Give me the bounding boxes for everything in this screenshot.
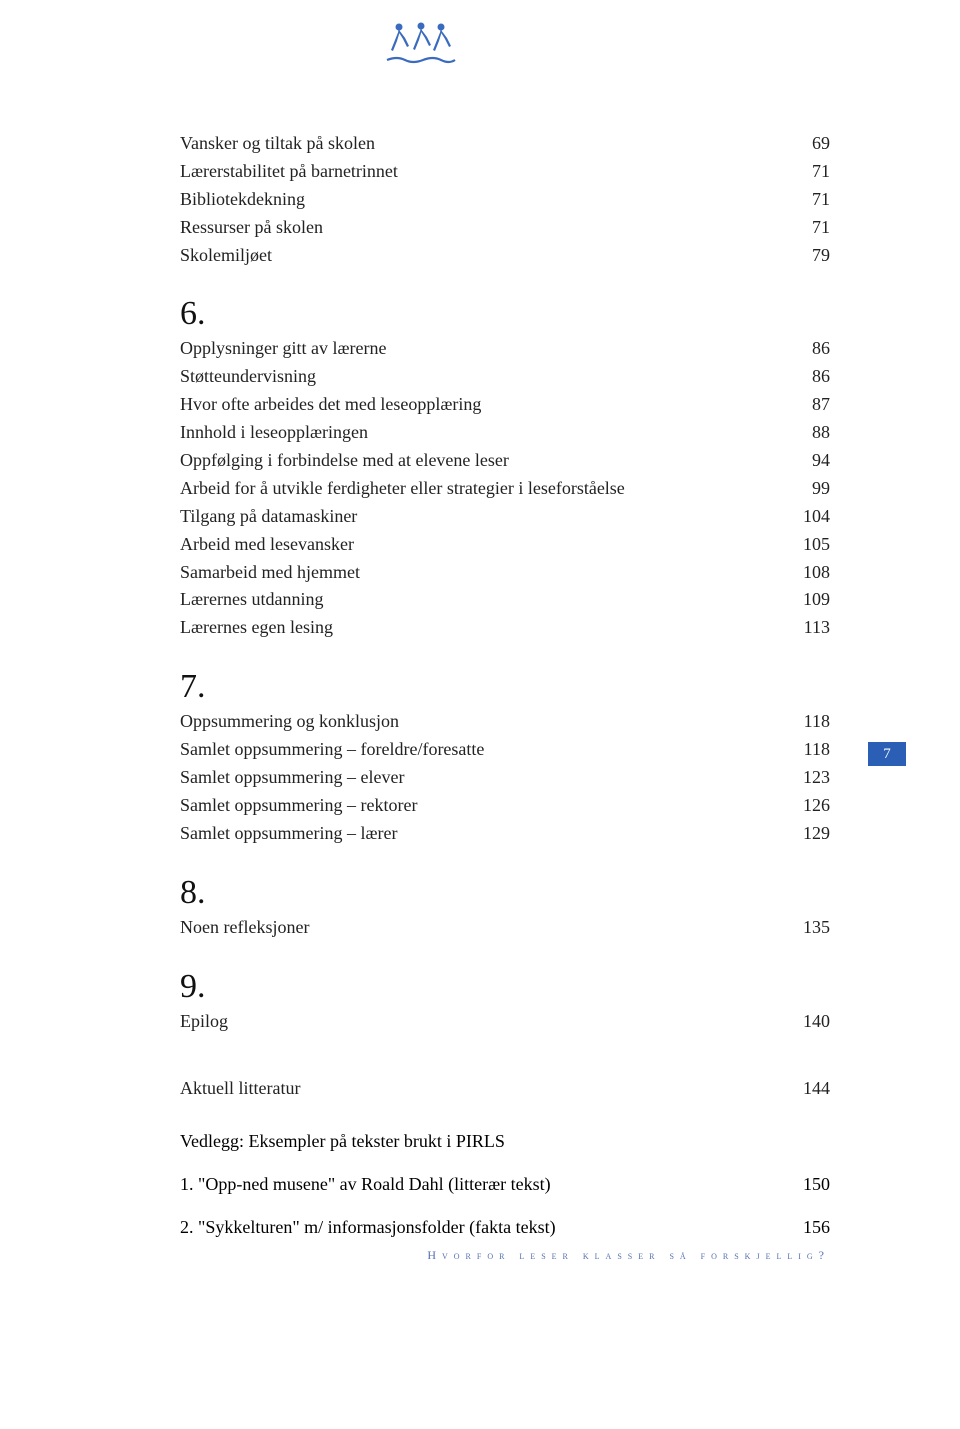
toc-page: 79 xyxy=(780,242,830,270)
toc-page: 104 xyxy=(780,503,830,531)
toc-row: Noen refleksjoner135 xyxy=(180,914,830,942)
appendix-row: 2. "Sykkelturen" m/ informasjonsfolder (… xyxy=(180,1217,830,1238)
toc-page: 140 xyxy=(780,1008,830,1036)
toc-row: Ressurser på skolen71 xyxy=(180,214,830,242)
toc-label: Samlet oppsummering – foreldre/foresatte xyxy=(180,736,780,764)
toc-row: Samarbeid med hjemmet108 xyxy=(180,559,830,587)
toc-page: 108 xyxy=(780,559,830,587)
toc-label: Oppfølging i forbindelse med at elevene … xyxy=(180,447,780,475)
appendix-label: 1. "Opp-ned musene" av Roald Dahl (litte… xyxy=(180,1174,551,1195)
toc-row: Bibliotekdekning71 xyxy=(180,186,830,214)
toc-row: Vansker og tiltak på skolen69 xyxy=(180,130,830,158)
toc-row: Lærernes egen lesing113 xyxy=(180,614,830,642)
toc-page: 86 xyxy=(780,363,830,391)
appendix-row: 1. "Opp-ned musene" av Roald Dahl (litte… xyxy=(180,1174,830,1195)
toc-page: 105 xyxy=(780,531,830,559)
toc-row: Lærerstabilitet på barnetrinnet71 xyxy=(180,158,830,186)
toc-row: Arbeid for å utvikle ferdigheter eller s… xyxy=(180,475,830,503)
page-number-badge: 7 xyxy=(868,742,906,766)
toc-label: Arbeid for å utvikle ferdigheter eller s… xyxy=(180,475,780,503)
toc-row: Oppsummering og konklusjon118 xyxy=(180,708,830,736)
logo-svg xyxy=(385,18,457,66)
toc-page: 71 xyxy=(780,158,830,186)
toc-page: 126 xyxy=(780,792,830,820)
toc-label: Opplysninger gitt av lærerne xyxy=(180,335,780,363)
toc-page: 87 xyxy=(780,391,830,419)
appendix-heading: Vedlegg: Eksempler på tekster brukt i PI… xyxy=(180,1131,830,1152)
toc-page: 129 xyxy=(780,820,830,848)
toc-page: 88 xyxy=(780,419,830,447)
toc-label: Innhold i leseopplæringen xyxy=(180,419,780,447)
section-9-heading: 9. xyxy=(180,968,830,1006)
toc-row: Samlet oppsummering – lærer129 xyxy=(180,820,830,848)
spacer xyxy=(180,1055,830,1075)
toc-label: Tilgang på datamaskiner xyxy=(180,503,780,531)
toc-row-litteratur: Aktuell litteratur 144 xyxy=(180,1075,830,1103)
toc-page: 69 xyxy=(780,130,830,158)
toc-label: Aktuell litteratur xyxy=(180,1075,780,1103)
toc-page: 71 xyxy=(780,214,830,242)
toc-label: Samarbeid med hjemmet xyxy=(180,559,780,587)
toc-row: Samlet oppsummering – foreldre/foresatte… xyxy=(180,736,830,764)
section-8-heading: 8. xyxy=(180,874,830,912)
toc-page: 94 xyxy=(780,447,830,475)
toc-row: Hvor ofte arbeides det med leseopplæring… xyxy=(180,391,830,419)
toc-label: Ressurser på skolen xyxy=(180,214,780,242)
section-7-heading: 7. xyxy=(180,668,830,706)
toc-label: Arbeid med lesevansker xyxy=(180,531,780,559)
spacer xyxy=(180,1035,830,1055)
appendix-page: 150 xyxy=(803,1174,830,1195)
page-container: 7 Vansker og tiltak på skolen69 Lærersta… xyxy=(0,0,960,1298)
toc-section-6: Opplysninger gitt av lærerne86 Støtteund… xyxy=(180,335,830,642)
toc-label: Vansker og tiltak på skolen xyxy=(180,130,780,158)
toc-label: Oppsummering og konklusjon xyxy=(180,708,780,736)
toc-label: Samlet oppsummering – elever xyxy=(180,764,780,792)
toc-label: Lærerstabilitet på barnetrinnet xyxy=(180,158,780,186)
toc-section-8: Noen refleksjoner135 xyxy=(180,914,830,942)
toc-page: 144 xyxy=(780,1075,830,1103)
toc-row: Arbeid med lesevansker105 xyxy=(180,531,830,559)
toc-page: 71 xyxy=(780,186,830,214)
toc-section-9: Epilog140 xyxy=(180,1008,830,1036)
toc-row: Samlet oppsummering – rektorer126 xyxy=(180,792,830,820)
running-children-logo xyxy=(385,18,457,66)
appendix-label: 2. "Sykkelturen" m/ informasjonsfolder (… xyxy=(180,1217,556,1238)
toc-row: Epilog140 xyxy=(180,1008,830,1036)
toc-row: Opplysninger gitt av lærerne86 xyxy=(180,335,830,363)
toc-label: Noen refleksjoner xyxy=(180,914,780,942)
running-footer: Hvorfor leser klasser så forskjellig? xyxy=(427,1248,830,1263)
appendix-page: 156 xyxy=(803,1217,830,1238)
toc-page: 86 xyxy=(780,335,830,363)
toc-label: Epilog xyxy=(180,1008,780,1036)
toc-label: Bibliotekdekning xyxy=(180,186,780,214)
toc-label: Samlet oppsummering – lærer xyxy=(180,820,780,848)
toc-row: Oppfølging i forbindelse med at elevene … xyxy=(180,447,830,475)
toc-label: Hvor ofte arbeides det med leseopplæring xyxy=(180,391,780,419)
toc-page: 99 xyxy=(780,475,830,503)
toc-row: Lærernes utdanning109 xyxy=(180,586,830,614)
toc-section-7: Oppsummering og konklusjon118 Samlet opp… xyxy=(180,708,830,847)
toc-row: Tilgang på datamaskiner104 xyxy=(180,503,830,531)
toc-row: Støtteundervisning86 xyxy=(180,363,830,391)
toc-page: 135 xyxy=(780,914,830,942)
toc-page: 109 xyxy=(780,586,830,614)
toc-row: Innhold i leseopplæringen88 xyxy=(180,419,830,447)
toc-page: 123 xyxy=(780,764,830,792)
toc-label: Skolemiljøet xyxy=(180,242,780,270)
toc-label: Samlet oppsummering – rektorer xyxy=(180,792,780,820)
toc-row: Samlet oppsummering – elever123 xyxy=(180,764,830,792)
toc-label: Støtteundervisning xyxy=(180,363,780,391)
toc-label: Lærernes utdanning xyxy=(180,586,780,614)
toc-page: 113 xyxy=(780,614,830,642)
toc-row: Skolemiljøet79 xyxy=(180,242,830,270)
section-6-heading: 6. xyxy=(180,295,830,333)
toc-page: 118 xyxy=(780,708,830,736)
toc-label: Lærernes egen lesing xyxy=(180,614,780,642)
toc-section-5-continued: Vansker og tiltak på skolen69 Lærerstabi… xyxy=(180,130,830,269)
toc-page: 118 xyxy=(780,736,830,764)
